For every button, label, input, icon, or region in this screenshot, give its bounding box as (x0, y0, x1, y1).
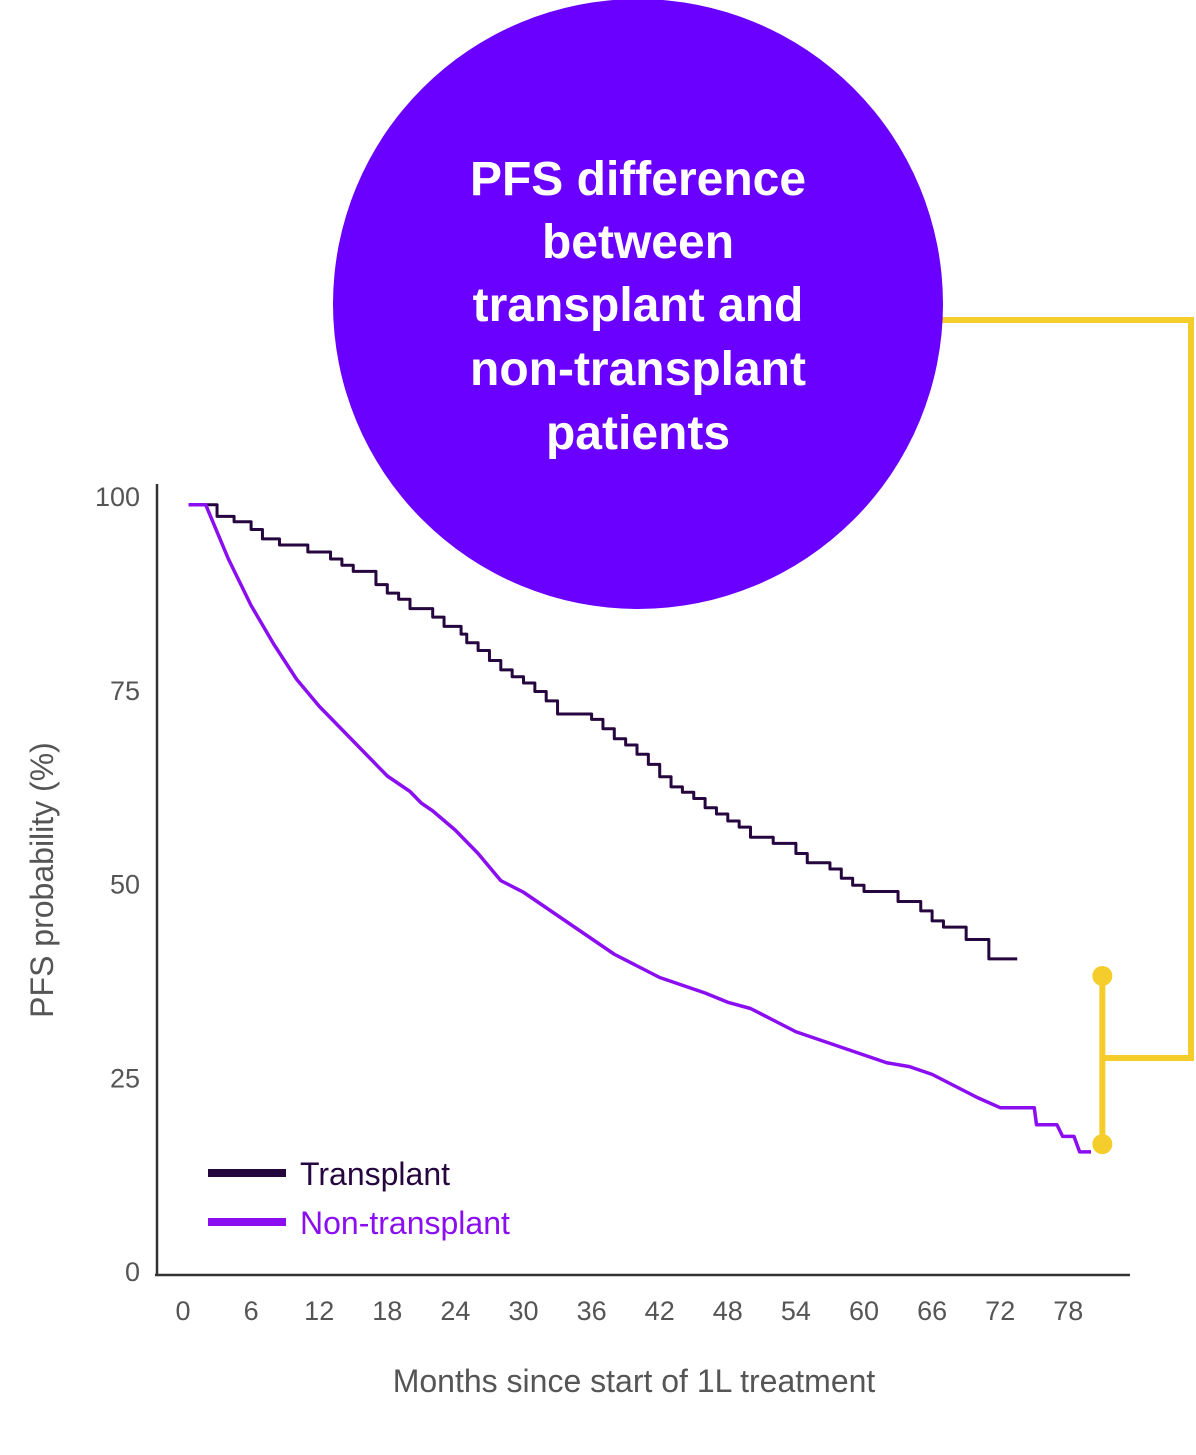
bracket-dot-bottom (1092, 1134, 1113, 1155)
x-tick-label: 42 (645, 1296, 675, 1326)
callout-line: between (542, 216, 734, 269)
x-tick-label: 72 (985, 1296, 1015, 1326)
callout-bubble: PFS difference between transplant and no… (333, 0, 943, 609)
series-line-non-transplant (188, 503, 1091, 1154)
y-axis-title: PFS probability (%) (24, 742, 60, 1018)
y-tick-label: 50 (110, 870, 140, 900)
x-tick-label: 36 (577, 1296, 607, 1326)
x-tick-label: 66 (917, 1296, 947, 1326)
series-line-transplant (188, 503, 1018, 961)
y-tick-label: 25 (110, 1063, 140, 1093)
x-tick-label: 54 (781, 1296, 811, 1326)
callout-line: non-transplant (470, 343, 806, 396)
legend: Transplant Non-transplant (208, 1156, 510, 1241)
legend-label-transplant: Transplant (300, 1156, 450, 1192)
callout-line: transplant and (473, 279, 804, 332)
y-tick-label: 100 (95, 482, 140, 512)
x-axis-title: Months since start of 1L treatment (393, 1363, 876, 1399)
x-tick-label: 0 (175, 1296, 190, 1326)
bracket-connector (900, 317, 1194, 1145)
x-tick-label: 6 (244, 1296, 259, 1326)
tick-labels: 0 6 12 18 24 30 36 42 48 54 60 66 72 78 0 25 50 75 100 (95, 482, 1083, 1326)
difference-bracket (900, 317, 1194, 1155)
x-tick-label: 24 (440, 1296, 470, 1326)
callout-line: patients (546, 407, 730, 460)
y-tick-label: 0 (125, 1257, 140, 1287)
series-lines (188, 503, 1091, 1154)
y-tick-label: 75 (110, 676, 140, 706)
callout-line: PFS difference (470, 153, 806, 206)
x-tick-label: 60 (849, 1296, 879, 1326)
bracket-dot-top (1092, 965, 1113, 986)
legend-label-non-transplant: Non-transplant (300, 1205, 510, 1241)
x-tick-label: 30 (508, 1296, 538, 1326)
axes (155, 484, 1130, 1277)
callout-circle (333, 0, 943, 609)
x-tick-label: 18 (372, 1296, 402, 1326)
x-tick-label: 48 (713, 1296, 743, 1326)
x-tick-label: 12 (304, 1296, 334, 1326)
x-tick-label: 78 (1053, 1296, 1083, 1326)
